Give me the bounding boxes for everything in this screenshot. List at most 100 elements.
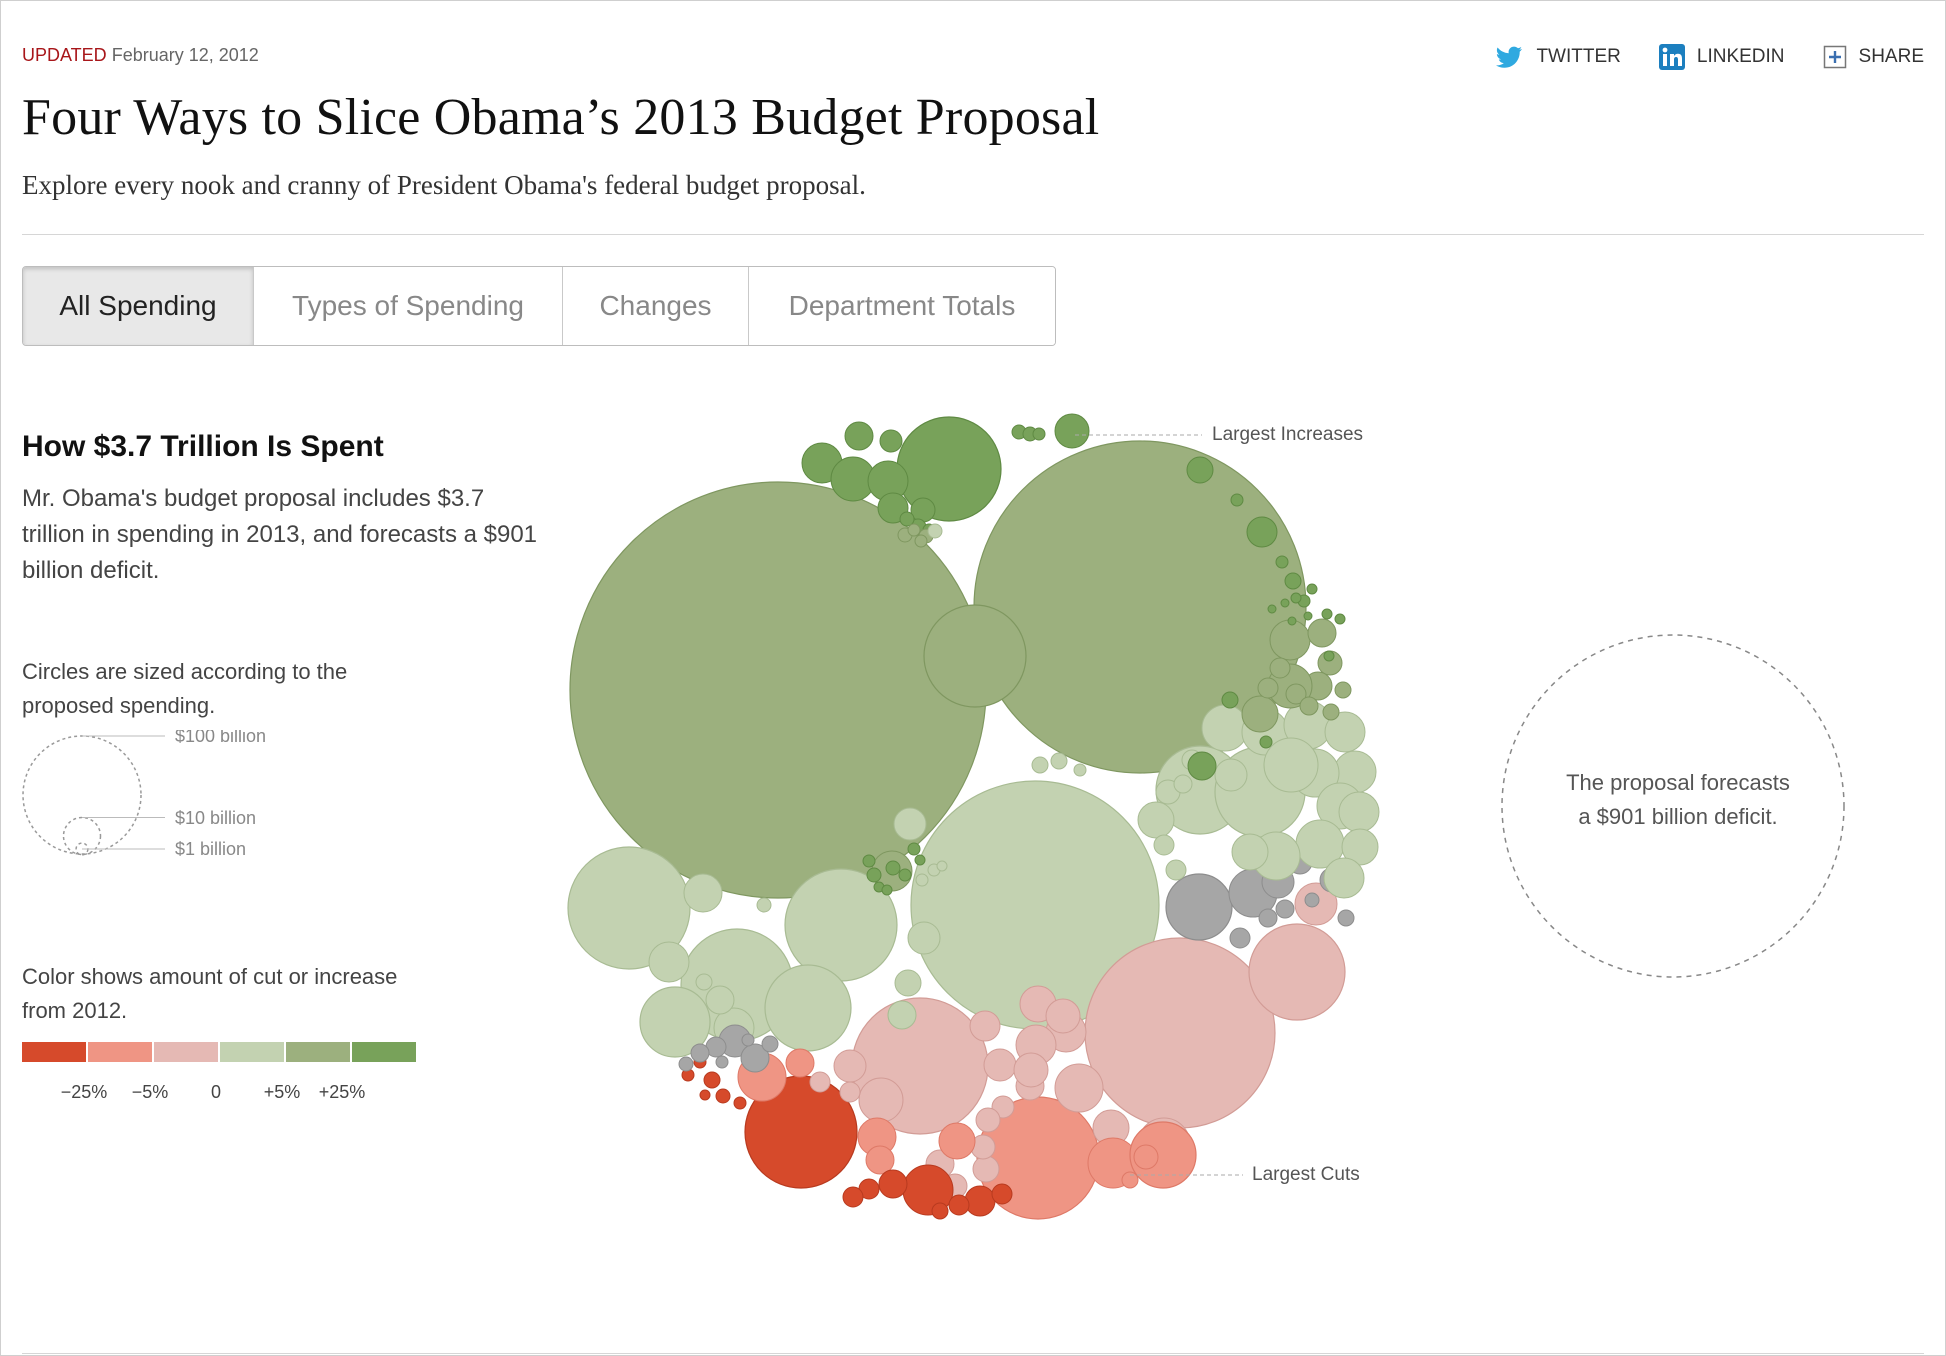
twitter-share-link[interactable]: TWITTER xyxy=(1496,44,1621,70)
budget-bubble[interactable] xyxy=(1259,735,1273,749)
budget-bubble[interactable] xyxy=(865,1145,895,1175)
budget-bubble[interactable] xyxy=(907,523,921,537)
budget-bubble[interactable] xyxy=(1186,456,1214,484)
budget-bubble[interactable] xyxy=(1284,572,1302,590)
budget-bubble[interactable] xyxy=(1084,937,1276,1129)
budget-bubble[interactable] xyxy=(1287,616,1297,626)
budget-bubble[interactable] xyxy=(740,1043,770,1073)
budget-bubble[interactable] xyxy=(1137,801,1175,839)
tab-department-totals[interactable]: Department Totals xyxy=(748,267,1055,345)
budget-bubble[interactable] xyxy=(761,1035,779,1053)
budget-bubble[interactable] xyxy=(894,969,922,997)
budget-bubble[interactable] xyxy=(1322,703,1340,721)
budget-bubble[interactable] xyxy=(1214,758,1248,792)
budget-bubble[interactable] xyxy=(1304,892,1320,908)
budget-bubble[interactable] xyxy=(881,884,893,896)
budget-bubble[interactable] xyxy=(862,854,876,868)
budget-bubble[interactable] xyxy=(1230,493,1244,507)
budget-bubble[interactable] xyxy=(683,873,723,913)
budget-bubble[interactable] xyxy=(899,511,915,527)
budget-bubble[interactable] xyxy=(898,868,912,882)
budget-bubble[interactable] xyxy=(1290,592,1302,604)
budget-bubble[interactable] xyxy=(969,1010,1001,1042)
budget-bubble[interactable] xyxy=(695,973,713,991)
budget-bubble[interactable] xyxy=(1280,598,1290,608)
budget-bubble[interactable] xyxy=(756,897,772,913)
budget-bubble[interactable] xyxy=(715,1055,729,1069)
budget-bubble[interactable] xyxy=(1307,618,1337,648)
budget-bubble[interactable] xyxy=(839,1081,861,1103)
budget-bubble[interactable] xyxy=(1258,908,1278,928)
budget-bubble[interactable] xyxy=(1129,1121,1197,1189)
budget-bubble[interactable] xyxy=(927,523,943,539)
budget-bubble[interactable] xyxy=(833,1049,867,1083)
budget-bubble[interactable] xyxy=(1121,1171,1139,1189)
tab-changes[interactable]: Changes xyxy=(562,267,748,345)
budget-bubble[interactable] xyxy=(639,986,711,1058)
budget-bubble[interactable] xyxy=(1054,413,1090,449)
budget-bubble[interactable] xyxy=(1229,927,1251,949)
budget-bubble[interactable] xyxy=(858,1077,904,1123)
budget-bubble[interactable] xyxy=(878,1169,908,1199)
budget-bubble[interactable] xyxy=(948,1194,970,1216)
budget-bubble[interactable] xyxy=(1323,650,1335,662)
budget-bubble[interactable] xyxy=(1299,696,1319,716)
budget-bubble[interactable] xyxy=(1334,613,1346,625)
budget-bubble[interactable] xyxy=(1153,834,1175,856)
budget-bubble[interactable] xyxy=(1285,683,1307,705)
linkedin-share-link[interactable]: LINKEDIN xyxy=(1658,44,1785,70)
budget-bubble[interactable] xyxy=(567,846,691,970)
budget-bubble[interactable] xyxy=(715,1088,731,1104)
budget-bubble[interactable] xyxy=(910,497,936,523)
budget-bubble[interactable] xyxy=(1269,657,1291,679)
budget-bubble[interactable] xyxy=(1257,677,1279,699)
budget-bubble[interactable] xyxy=(923,604,1027,708)
budget-bubble[interactable] xyxy=(785,1048,815,1078)
budget-bubble[interactable] xyxy=(938,1122,976,1160)
budget-bubble[interactable] xyxy=(887,1000,917,1030)
budget-bubble[interactable] xyxy=(678,1056,694,1072)
budget-bubble[interactable] xyxy=(1341,828,1379,866)
budget-bubble[interactable] xyxy=(914,534,928,548)
budget-bubble[interactable] xyxy=(1275,555,1289,569)
budget-bubble[interactable] xyxy=(1187,751,1217,781)
budget-bubble[interactable] xyxy=(733,1096,747,1110)
budget-bubble[interactable] xyxy=(1231,833,1269,871)
tab-types-of-spending[interactable]: Types of Spending xyxy=(253,267,562,345)
budget-bubble[interactable] xyxy=(1338,791,1380,833)
budget-bubble[interactable] xyxy=(972,1155,1000,1183)
budget-bubble[interactable] xyxy=(1337,909,1355,927)
budget-bubble[interactable] xyxy=(915,873,929,887)
budget-bubble[interactable] xyxy=(699,1089,711,1101)
budget-bubble[interactable] xyxy=(1173,774,1193,794)
budget-bubble[interactable] xyxy=(1050,752,1068,770)
budget-bubble[interactable] xyxy=(936,860,948,872)
budget-bubble[interactable] xyxy=(1275,899,1295,919)
budget-bubble[interactable] xyxy=(1321,608,1333,620)
budget-bubble[interactable] xyxy=(983,1048,1017,1082)
budget-bubble[interactable] xyxy=(648,941,690,983)
budget-bubble[interactable] xyxy=(1267,604,1277,614)
tab-all-spending[interactable]: All Spending xyxy=(23,267,253,345)
budget-bubble[interactable] xyxy=(964,1185,996,1217)
budget-bubble[interactable] xyxy=(1165,873,1233,941)
budget-bubble[interactable] xyxy=(907,921,941,955)
budget-bubble[interactable] xyxy=(1133,1144,1159,1170)
budget-bubble[interactable] xyxy=(690,1043,710,1063)
budget-bubble[interactable] xyxy=(1032,427,1046,441)
budget-bubble[interactable] xyxy=(1324,711,1366,753)
budget-bubble[interactable] xyxy=(907,842,921,856)
budget-bubble[interactable] xyxy=(844,421,874,451)
budget-bubble[interactable] xyxy=(741,1033,755,1047)
budget-bubble[interactable] xyxy=(705,985,735,1015)
budget-bubble[interactable] xyxy=(1248,923,1346,1021)
budget-bubble[interactable] xyxy=(1303,611,1313,621)
budget-bubble[interactable] xyxy=(975,1107,1001,1133)
budget-bubble[interactable] xyxy=(703,1071,721,1089)
budget-bubble[interactable] xyxy=(1221,691,1239,709)
budget-bubble[interactable] xyxy=(1045,998,1081,1034)
budget-bubble[interactable] xyxy=(1263,737,1319,793)
budget-bubble[interactable] xyxy=(1031,756,1049,774)
budget-bubble[interactable] xyxy=(1201,704,1249,752)
budget-bubble[interactable] xyxy=(1306,583,1318,595)
